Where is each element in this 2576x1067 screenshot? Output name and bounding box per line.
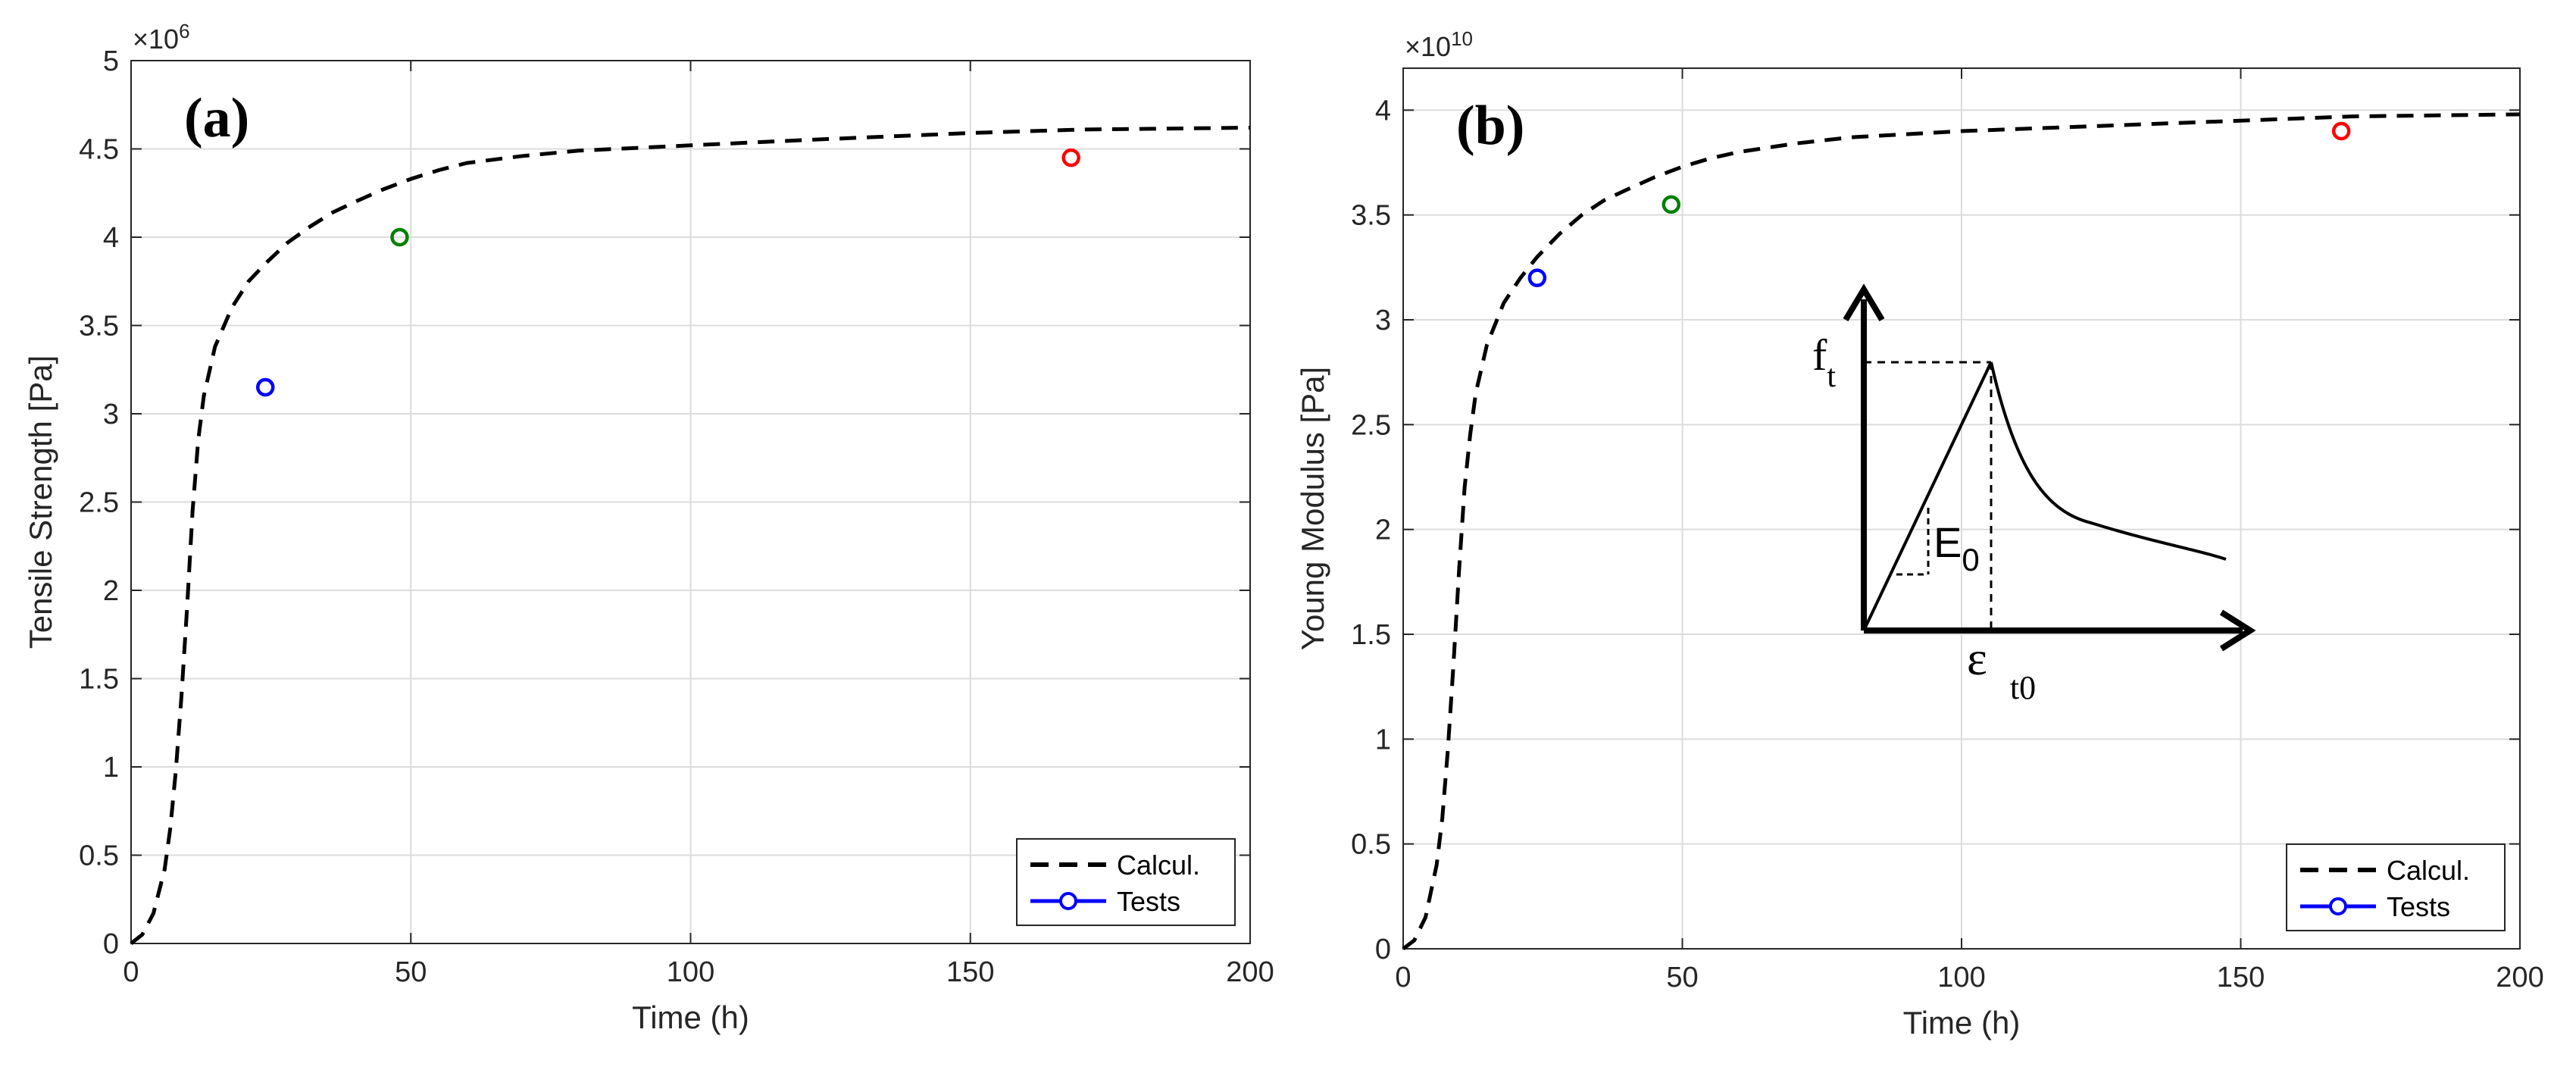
- inset-e0-label: E0: [1934, 518, 1980, 577]
- x-tick-label: 100: [1937, 962, 1985, 993]
- x-axis-label: Time (h): [1903, 1005, 2021, 1040]
- y-tick-label: 0: [103, 928, 119, 960]
- legend-tests-label: Tests: [2387, 891, 2450, 922]
- legend-calcul-label: Calcul.: [1117, 850, 1200, 881]
- x-tick-label: 150: [946, 956, 994, 988]
- y-tick-label: 3.5: [79, 311, 119, 343]
- y-tick-label: 4: [103, 222, 119, 254]
- legend-tests-marker: [1059, 892, 1077, 910]
- legend-tests-label: Tests: [1117, 886, 1180, 917]
- y-tick-label: 0: [1375, 934, 1391, 965]
- legend-box: [1016, 838, 1236, 926]
- y-tick-label: 3: [1375, 305, 1391, 336]
- x-tick-label: 100: [667, 956, 714, 988]
- test-data-point: [390, 227, 409, 247]
- y-tick-label: 1: [103, 752, 119, 784]
- panel-label: (b): [1456, 95, 1524, 157]
- x-tick-label: 200: [1226, 956, 1274, 988]
- test-data-point: [1527, 268, 1547, 287]
- y-tick-label: 3.5: [1351, 200, 1391, 232]
- legend-box: [2286, 843, 2506, 931]
- test-data-point: [2331, 121, 2351, 141]
- y-tick-label: 1: [1375, 724, 1391, 756]
- inset-y-arrowhead: [1843, 283, 1885, 322]
- y-tick-label: 2: [1375, 515, 1391, 546]
- x-axis-label: Time (h): [632, 1000, 749, 1035]
- inset-x-arrowhead: [2219, 609, 2256, 652]
- legend: Calcul. Tests: [1016, 838, 1236, 926]
- test-data-point: [1061, 148, 1080, 167]
- y-tick-label: 4: [1375, 95, 1391, 127]
- y-tick-label: 4.5: [79, 134, 119, 166]
- legend-calcul-label: Calcul.: [2387, 855, 2470, 886]
- x-tick-label: 150: [2217, 962, 2265, 993]
- y-tick-label: 2.5: [79, 487, 119, 519]
- test-data-point: [255, 377, 275, 397]
- grid: [130, 60, 1251, 944]
- grid: [1402, 68, 2521, 950]
- inset-ft-label: ft: [1812, 330, 1836, 394]
- y-axis-label: Young Modulus [Pa]: [1295, 367, 1330, 650]
- chart-panel-b: 0 50 100 150 200 0 0.5 1 1.5 2 2.5 3 3.5 4 ×1010 Time (…: [1295, 27, 2544, 1040]
- legend-tests-marker: [2329, 897, 2347, 915]
- x-tick-label: 50: [395, 956, 427, 988]
- panel-label: (a): [184, 87, 249, 149]
- calcul-series-line: [130, 126, 1251, 945]
- exponent-label: ×106: [133, 20, 190, 55]
- y-tick-label: 3: [103, 399, 119, 430]
- x-tick-label: 0: [123, 956, 139, 988]
- y-axis-label: Tensile Strength [Pa]: [23, 355, 58, 649]
- legend: Calcul. Tests: [2286, 843, 2506, 931]
- y-tick-label: 2: [103, 575, 119, 607]
- y-tick-label: 2.5: [1351, 409, 1391, 441]
- y-tick-label: 5: [103, 45, 119, 77]
- calcul-series-line: [1402, 112, 2521, 950]
- test-data-point: [1662, 195, 1681, 214]
- y-tick-label: 1.5: [79, 664, 119, 696]
- inset-eps-label: εt0: [1967, 631, 2036, 706]
- y-tick-label: 1.5: [1351, 619, 1391, 651]
- y-tick-label: 0.5: [1351, 829, 1391, 861]
- y-tick-label: 0.5: [79, 840, 119, 872]
- x-tick-label: 50: [1666, 962, 1698, 993]
- inset-softening-branch: [1990, 361, 2227, 561]
- exponent-label: ×1010: [1405, 27, 1473, 62]
- inset-linear-branch: [1862, 361, 1993, 631]
- inset-diagram: ft E0 εt0: [1812, 283, 2256, 706]
- chart-panel-a: 0 50 100 150 200 0 0.5 1 1.5 2 2.5 3 3.5 4 4.5 5 ×106 Tim…: [23, 20, 1274, 1035]
- x-tick-label: 200: [2496, 962, 2543, 993]
- x-tick-label: 0: [1395, 962, 1411, 993]
